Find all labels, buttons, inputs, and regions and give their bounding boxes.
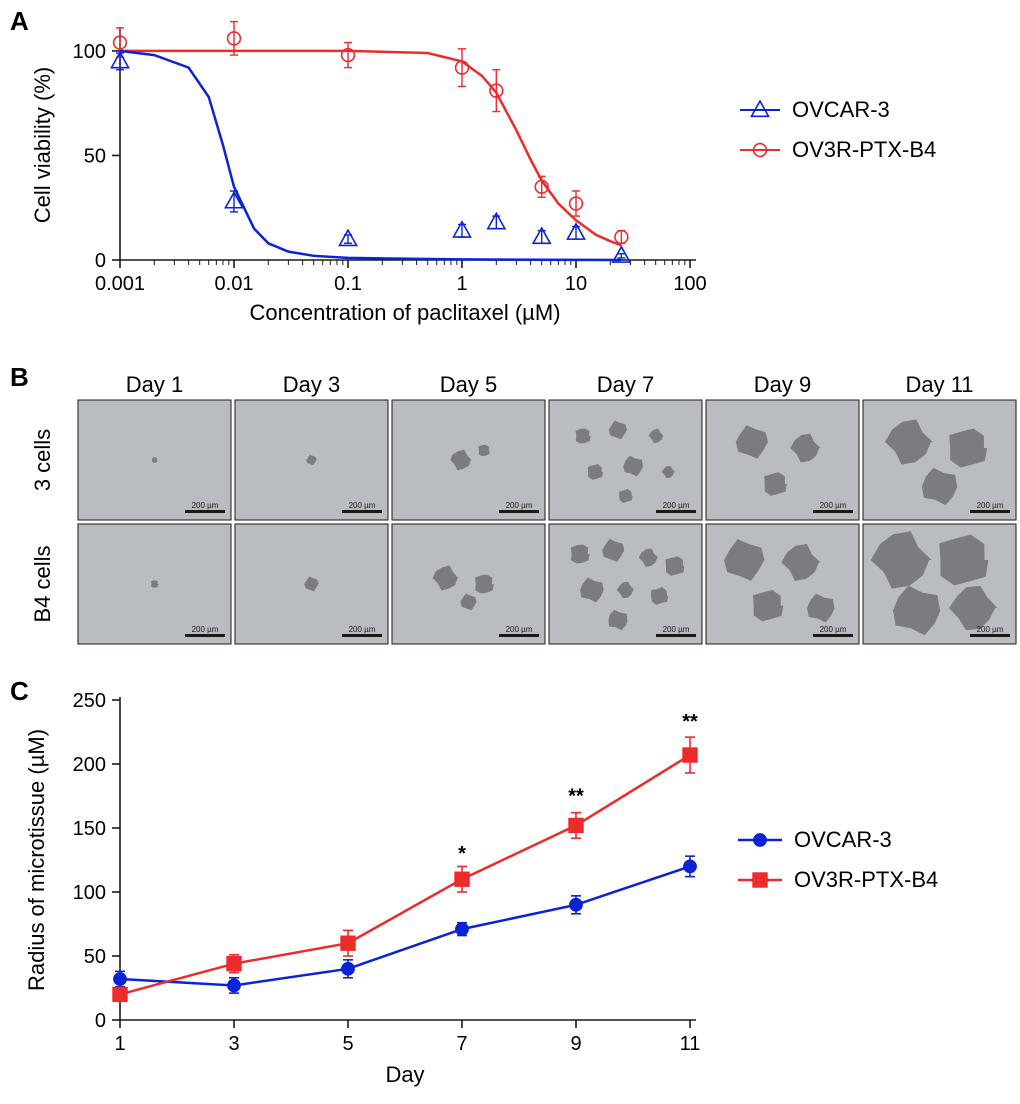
- scale-bar-text: 200 µm: [820, 501, 847, 510]
- panel-a-curve: [120, 51, 621, 260]
- panel-a-ytick: 0: [95, 250, 106, 272]
- panel-c-ytick: 250: [73, 690, 106, 712]
- panel-b-row-header: 3 cells: [30, 429, 55, 491]
- scale-bar-text: 200 µm: [977, 501, 1004, 510]
- panel-c-annotation: **: [682, 711, 698, 733]
- scale-bar-text: 200 µm: [192, 501, 219, 510]
- panel-b-tile: 200 µm: [549, 400, 702, 520]
- panel-b-tile: 200 µm: [863, 524, 1016, 644]
- panel-b-col-header: Day 1: [126, 372, 183, 397]
- panel-a-xtick: 10: [565, 273, 587, 295]
- panel-b-tile: 200 µm: [706, 400, 859, 520]
- panel-c-legend-ovcar3: OVCAR-3: [794, 827, 892, 852]
- panel-c-line: [120, 866, 690, 985]
- panel-a-curve: [120, 51, 621, 245]
- panel-b-col-header: Day 9: [754, 372, 811, 397]
- panel-c-line: [120, 755, 690, 994]
- scale-bar-text: 200 µm: [506, 501, 533, 510]
- panel-a-legend-ovcar3: OVCAR-3: [792, 97, 890, 122]
- panel-b-tile: 200 µm: [78, 400, 231, 520]
- panel-b-col-header: Day 7: [597, 372, 654, 397]
- panel-c-ylabel: Radius of microtissue (µM): [24, 729, 49, 991]
- panel-b-tile: 200 µm: [235, 400, 388, 520]
- panel-a-ytick: 50: [84, 145, 106, 167]
- panel-a-ylabel: Cell viability (%): [30, 67, 55, 223]
- panel-c: C 0 50 100 150 200 250 1 3 5 7 9 11 Day Radius of micr…: [10, 676, 938, 1087]
- panel-c-label: C: [10, 676, 29, 706]
- panel-b-tile: 200 µm: [392, 524, 545, 644]
- panel-a-xtick: 1: [456, 273, 467, 295]
- scale-bar-text: 200 µm: [663, 501, 690, 510]
- scale-bar-text: 200 µm: [349, 625, 376, 634]
- scale-bar-text: 200 µm: [663, 625, 690, 634]
- panel-b-row-header: B4 cells: [30, 545, 55, 622]
- panel-a-xtick: 0.001: [95, 273, 145, 295]
- panel-c-annotation: *: [458, 843, 466, 865]
- scale-bar-text: 200 µm: [977, 625, 1004, 634]
- panel-c-ytick: 100: [73, 882, 106, 904]
- panel-c-annotation: **: [568, 785, 584, 807]
- panel-c-xtick: 3: [228, 1033, 239, 1055]
- panel-a-legend-ov3r: OV3R-PTX-B4: [792, 137, 936, 162]
- panel-b-tile: 200 µm: [706, 524, 859, 644]
- panel-a-xtick: 0.01: [215, 273, 254, 295]
- panel-b-tile: 200 µm: [235, 524, 388, 644]
- panel-c-legend-ov3r: OV3R-PTX-B4: [794, 867, 938, 892]
- panel-b-tile: 200 µm: [392, 400, 545, 520]
- scale-bar-text: 200 µm: [820, 625, 847, 634]
- panel-a-ytick: 100: [73, 41, 106, 63]
- panel-c-xtick: 9: [570, 1033, 581, 1055]
- panel-c-ytick: 0: [95, 1010, 106, 1032]
- panel-b-col-header: Day 3: [283, 372, 340, 397]
- scale-bar-text: 200 µm: [349, 501, 376, 510]
- panel-b-tile: 200 µm: [549, 524, 702, 644]
- panel-b: B Day 1 Day 3 Day 5 Day 7 Day 9 Day 11 3 cells B…: [10, 362, 1016, 644]
- panel-a: A 0 50 100 0.001 0.01 0.1 1 10 100 Concentration o…: [10, 6, 936, 325]
- panel-b-col-header: Day 5: [440, 372, 497, 397]
- panel-c-xlabel: Day: [385, 1062, 424, 1087]
- scale-bar-text: 200 µm: [192, 625, 219, 634]
- panel-a-xlabel: Concentration of paclitaxel (µM): [249, 300, 560, 325]
- panel-a-xtick: 0.1: [334, 273, 362, 295]
- panel-c-ytick: 50: [84, 946, 106, 968]
- panel-c-ytick: 150: [73, 818, 106, 840]
- panel-c-ytick: 200: [73, 754, 106, 776]
- panel-a-label: A: [10, 6, 29, 36]
- panel-b-col-header: Day 11: [905, 372, 973, 397]
- panel-b-label: B: [10, 362, 29, 392]
- panel-c-xtick: 11: [680, 1033, 701, 1055]
- scale-bar-text: 200 µm: [506, 625, 533, 634]
- panel-a-xtick: 100: [673, 273, 706, 295]
- panel-c-xtick: 7: [456, 1033, 467, 1055]
- panel-c-xtick: 5: [342, 1033, 353, 1055]
- panel-b-tile: 200 µm: [863, 400, 1016, 520]
- panel-b-tile: 200 µm: [78, 524, 231, 644]
- panel-c-xtick: 1: [114, 1033, 125, 1055]
